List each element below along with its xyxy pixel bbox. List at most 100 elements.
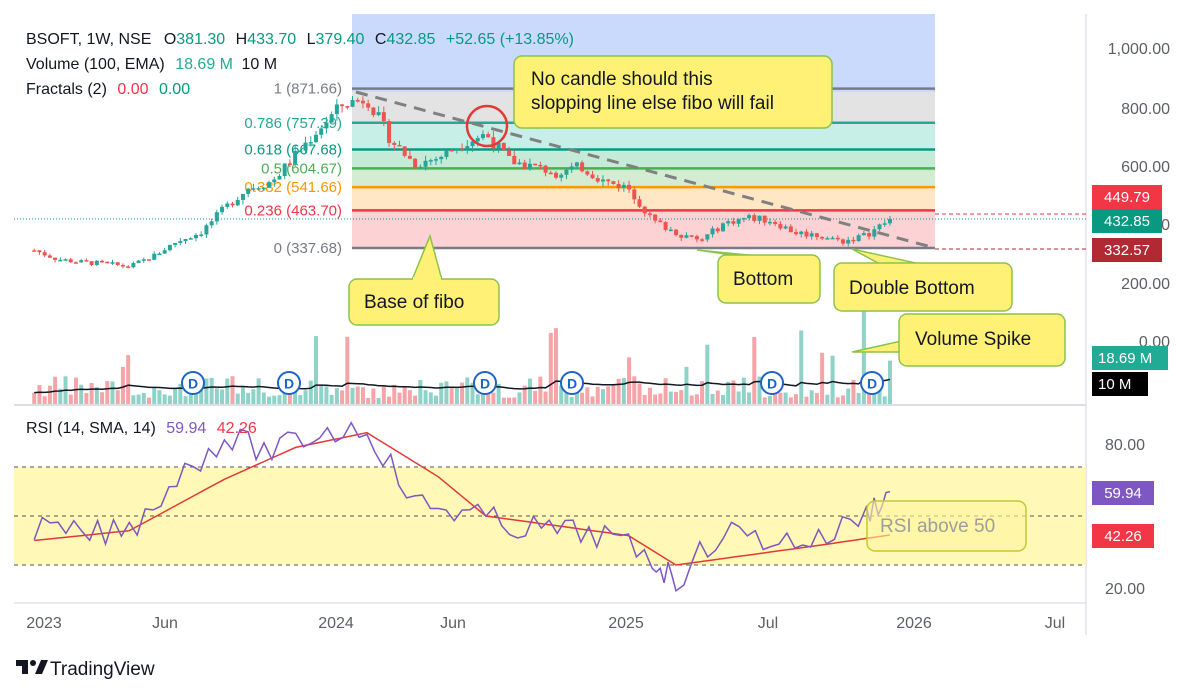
volume-bar bbox=[131, 395, 136, 404]
dividend-marker[interactable]: D bbox=[860, 371, 884, 395]
volume-bar bbox=[141, 392, 146, 404]
time-axis[interactable]: 2023 Jun 2024 Jun 2025 Jul 2026 Jul bbox=[26, 615, 1065, 632]
candle-body bbox=[647, 213, 652, 215]
price-axis-label: 200.00 bbox=[1121, 276, 1170, 293]
rsi-tag-bg bbox=[1092, 524, 1154, 548]
candle-body bbox=[559, 174, 564, 178]
candle-body bbox=[814, 233, 819, 238]
volume-bar bbox=[882, 396, 887, 404]
tradingview-logo[interactable]: TradingView bbox=[16, 659, 155, 680]
volume-bar bbox=[559, 385, 564, 404]
candle-body bbox=[246, 188, 251, 194]
candle-body bbox=[162, 250, 167, 254]
candle-body bbox=[840, 239, 845, 244]
price-tag: 432.85 bbox=[1092, 209, 1162, 233]
price-tag-bg bbox=[1092, 209, 1162, 233]
rsi-axis[interactable]: 80.00 20.00 59.94 42.26 bbox=[1092, 437, 1154, 598]
dividend-circle bbox=[760, 371, 784, 395]
candle-body bbox=[105, 261, 110, 264]
volume-bar bbox=[658, 393, 663, 404]
callout-rsi-note[interactable]: RSI above 50 bbox=[866, 500, 1027, 552]
rsi-axis-label: 80.00 bbox=[1105, 437, 1145, 454]
volume-bar bbox=[413, 395, 418, 404]
volume-bar bbox=[423, 390, 428, 404]
dividend-label: D bbox=[284, 376, 294, 392]
tradingview-brand: TradingView bbox=[50, 659, 155, 680]
candle-body bbox=[58, 259, 63, 262]
volume-bar bbox=[475, 394, 480, 404]
candle-body bbox=[762, 215, 767, 223]
volume-bar bbox=[632, 376, 637, 404]
price-axis-label: 1,000.00 bbox=[1108, 41, 1170, 58]
dividend-marker[interactable]: D bbox=[560, 371, 584, 395]
candle-body bbox=[340, 104, 345, 107]
candle-body bbox=[199, 234, 204, 236]
candle-body bbox=[413, 158, 418, 168]
dividend-marker[interactable]: D bbox=[277, 371, 301, 395]
candle-body bbox=[53, 257, 58, 260]
dividend-label: D bbox=[767, 376, 777, 392]
candle-body bbox=[830, 237, 835, 240]
candle-body bbox=[324, 122, 329, 129]
volume-bar bbox=[606, 386, 611, 404]
price-axis-label: 800.00 bbox=[1121, 101, 1170, 118]
volume-bar bbox=[209, 377, 214, 404]
candle-body bbox=[47, 255, 52, 258]
volume-bar bbox=[381, 385, 386, 404]
price-tag-label: 332.57 bbox=[1104, 242, 1150, 259]
volume-bar bbox=[679, 390, 684, 404]
close-value: 432.85 bbox=[386, 31, 435, 48]
candle-body bbox=[804, 231, 809, 237]
volume-bar bbox=[861, 309, 866, 404]
volume-bar bbox=[616, 378, 621, 404]
rsi-ma-value: 42.26 bbox=[217, 420, 257, 437]
dividend-label: D bbox=[867, 376, 877, 392]
candle-body bbox=[37, 250, 42, 253]
callout-volume-spike[interactable]: Volume Spike bbox=[851, 313, 1066, 367]
volume-bar bbox=[94, 387, 99, 404]
callout-bottom[interactable]: Bottom bbox=[696, 249, 821, 304]
volume-bar bbox=[235, 393, 240, 404]
candle-body bbox=[580, 162, 585, 172]
volume-bar bbox=[496, 384, 501, 404]
candle-body bbox=[313, 134, 318, 143]
volume-bar bbox=[115, 390, 120, 404]
fib-zone-0236 bbox=[352, 211, 935, 248]
symbol-label: BSOFT, 1W, NSE bbox=[26, 31, 151, 48]
candle-body bbox=[204, 225, 209, 235]
candle-body bbox=[752, 215, 757, 221]
callout-candle-note[interactable]: No candle should this slopping line else… bbox=[513, 55, 833, 129]
candle-body bbox=[439, 156, 444, 160]
candle-body bbox=[861, 233, 866, 236]
callout-double-bottom[interactable]: Double Bottom bbox=[833, 248, 1013, 312]
volume-bar bbox=[809, 390, 814, 404]
candle-body bbox=[319, 128, 324, 135]
volume-tag-bg bbox=[1092, 346, 1168, 370]
volume-bar bbox=[439, 382, 444, 404]
candle-body bbox=[731, 221, 736, 224]
callout-base-of-fibo[interactable]: Base of fibo bbox=[348, 233, 500, 326]
candle-body bbox=[533, 163, 538, 166]
volume-bar bbox=[167, 395, 172, 404]
volume-bar bbox=[126, 355, 131, 404]
rsi-tag-bg bbox=[1092, 481, 1154, 505]
fib-zone-05 bbox=[352, 171, 935, 188]
volume-bar bbox=[298, 395, 303, 404]
fib-label: 1 (871.66) bbox=[274, 81, 342, 98]
volume-bar bbox=[642, 395, 647, 404]
candle-body bbox=[173, 242, 178, 245]
candle-body bbox=[376, 112, 381, 116]
candle-body bbox=[308, 142, 313, 144]
candle-body bbox=[496, 142, 501, 149]
volume-tag-label: 10 M bbox=[1098, 376, 1131, 393]
dividend-marker[interactable]: D bbox=[181, 371, 205, 395]
volume-bar bbox=[319, 385, 324, 404]
volume-ema-value: 10 M bbox=[241, 56, 277, 73]
dividend-marker[interactable]: D bbox=[473, 371, 497, 395]
highlight-circle[interactable] bbox=[465, 104, 509, 148]
candle-body bbox=[94, 260, 99, 265]
volume-bar bbox=[538, 376, 543, 404]
dividend-marker[interactable]: D bbox=[760, 371, 784, 395]
